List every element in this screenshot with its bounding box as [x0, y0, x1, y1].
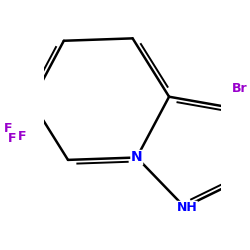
- Text: NH: NH: [176, 202, 197, 214]
- Text: F: F: [4, 122, 12, 135]
- Text: Br: Br: [232, 82, 248, 94]
- Text: F: F: [8, 132, 16, 145]
- Text: F: F: [18, 130, 26, 143]
- Text: N: N: [131, 150, 142, 164]
